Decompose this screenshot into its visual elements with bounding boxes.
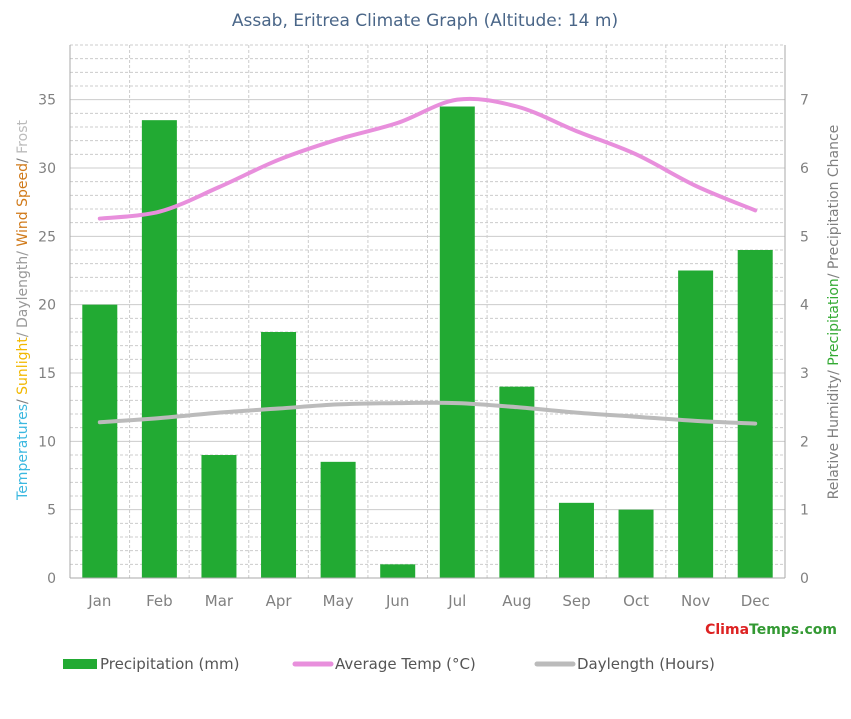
- grid: [69, 44, 786, 579]
- left-axis-title-part: Frost: [15, 120, 31, 154]
- y-tick-label-left: 5: [47, 503, 56, 519]
- x-tick-label-feb: Feb: [146, 592, 173, 610]
- precipitation-bar-jan: [82, 304, 118, 578]
- line-series: [97, 96, 758, 426]
- chart-title: Assab, Eritrea Climate Graph (Altitude: …: [232, 11, 618, 31]
- y-tick-label-left: 35: [38, 93, 56, 109]
- left-axis-title-part: /: [15, 395, 31, 404]
- x-tick-label-jun: Jun: [385, 592, 409, 610]
- precipitation-bar-feb: [141, 120, 177, 579]
- brand-logo[interactable]: ClimaTemps.com: [705, 622, 837, 638]
- y-tick-label-right: 2: [800, 434, 809, 450]
- x-tick-label-jan: Jan: [87, 592, 111, 610]
- right-axis-title-part: Precipitation: [826, 278, 842, 366]
- left-axis-title-part: / Daylength/: [15, 247, 31, 338]
- left-axis-title-part: Wind Speed: [15, 163, 31, 247]
- right-axis-title: Relative Humidity/ Precipitation/ Precip…: [826, 125, 842, 500]
- precipitation-bars: [82, 106, 773, 579]
- legend-precipitation-swatch: [63, 659, 97, 669]
- precipitation-bar-nov: [678, 270, 714, 578]
- daylength-line: [97, 400, 758, 426]
- legend-average-temp[interactable]: Average Temp (°C): [292, 655, 476, 673]
- y-tick-label-right: 1: [800, 503, 809, 519]
- average-temp-line: [97, 96, 758, 221]
- brand-part-temps: Temps: [749, 622, 799, 638]
- y-tick-label-left: 15: [38, 366, 56, 382]
- y-tick-label-left: 10: [38, 434, 56, 450]
- right-axis-title-part: / Precipitation Chance: [826, 125, 842, 279]
- precipitation-bar-may: [320, 461, 356, 578]
- right-axis-title-part: Relative Humidity/: [826, 366, 842, 500]
- left-axis-title-part: Temperatures: [15, 404, 31, 501]
- y-tick-label-left: 0: [47, 571, 56, 587]
- svg-text:ClimaTemps.com: ClimaTemps.com: [705, 622, 837, 638]
- x-tick-label-mar: Mar: [205, 592, 234, 610]
- x-tick-label-aug: Aug: [502, 592, 531, 610]
- left-axis-title-part: Sunlight: [15, 337, 31, 395]
- y-axis-label-left: Temperatures/ Sunlight/ Daylength/ Wind …: [15, 120, 31, 501]
- axes: 0 5 10 15 20 25 30 35 0 1 2 3 4 5 6 7 Jan Feb Mar Apr May Jun…: [38, 45, 809, 610]
- precipitation-bar-mar: [201, 455, 237, 578]
- x-tick-label-dec: Dec: [741, 592, 770, 610]
- y-tick-label-right: 6: [800, 161, 809, 177]
- y-tick-label-right: 0: [800, 571, 809, 587]
- y-tick-label-right: 4: [800, 298, 809, 314]
- y-axis-label-right: Relative Humidity/ Precipitation/ Precip…: [826, 125, 842, 500]
- x-tick-label-apr: Apr: [266, 592, 293, 610]
- precipitation-bar-jun: [380, 564, 416, 578]
- precipitation-bar-apr: [261, 332, 297, 578]
- x-tick-label-oct: Oct: [623, 592, 649, 610]
- x-tick-label-nov: Nov: [681, 592, 710, 610]
- legend-daylength-label: Daylength (Hours): [577, 655, 715, 673]
- y-tick-label-right: 5: [800, 229, 809, 245]
- y-tick-label-left: 25: [38, 229, 56, 245]
- y-tick-label-left: 20: [38, 298, 56, 314]
- left-axis-title-part: /: [15, 154, 31, 163]
- precipitation-bar-aug: [499, 386, 535, 578]
- precipitation-bar-oct: [618, 509, 654, 578]
- x-tick-label-jul: Jul: [447, 592, 466, 610]
- brand-part-clima: Clima: [705, 622, 749, 638]
- legend-precipitation[interactable]: Precipitation (mm): [63, 655, 239, 673]
- y-tick-label-right: 3: [800, 366, 809, 382]
- legend: Precipitation (mm) Average Temp (°C) Dayle…: [63, 655, 715, 673]
- legend-average-temp-label: Average Temp (°C): [335, 655, 476, 673]
- legend-precipitation-label: Precipitation (mm): [100, 655, 239, 673]
- left-axis-title: Temperatures/ Sunlight/ Daylength/ Wind …: [15, 120, 31, 501]
- x-tick-label-may: May: [323, 592, 354, 610]
- y-tick-label-right: 7: [800, 93, 809, 109]
- precipitation-bar-jul: [439, 106, 475, 578]
- legend-daylength[interactable]: Daylength (Hours): [534, 655, 715, 673]
- precipitation-bar-dec: [737, 250, 773, 578]
- y-tick-label-left: 30: [38, 161, 56, 177]
- brand-part-com: .com: [799, 622, 837, 638]
- precipitation-bar-sep: [558, 502, 594, 578]
- x-tick-label-sep: Sep: [562, 592, 590, 610]
